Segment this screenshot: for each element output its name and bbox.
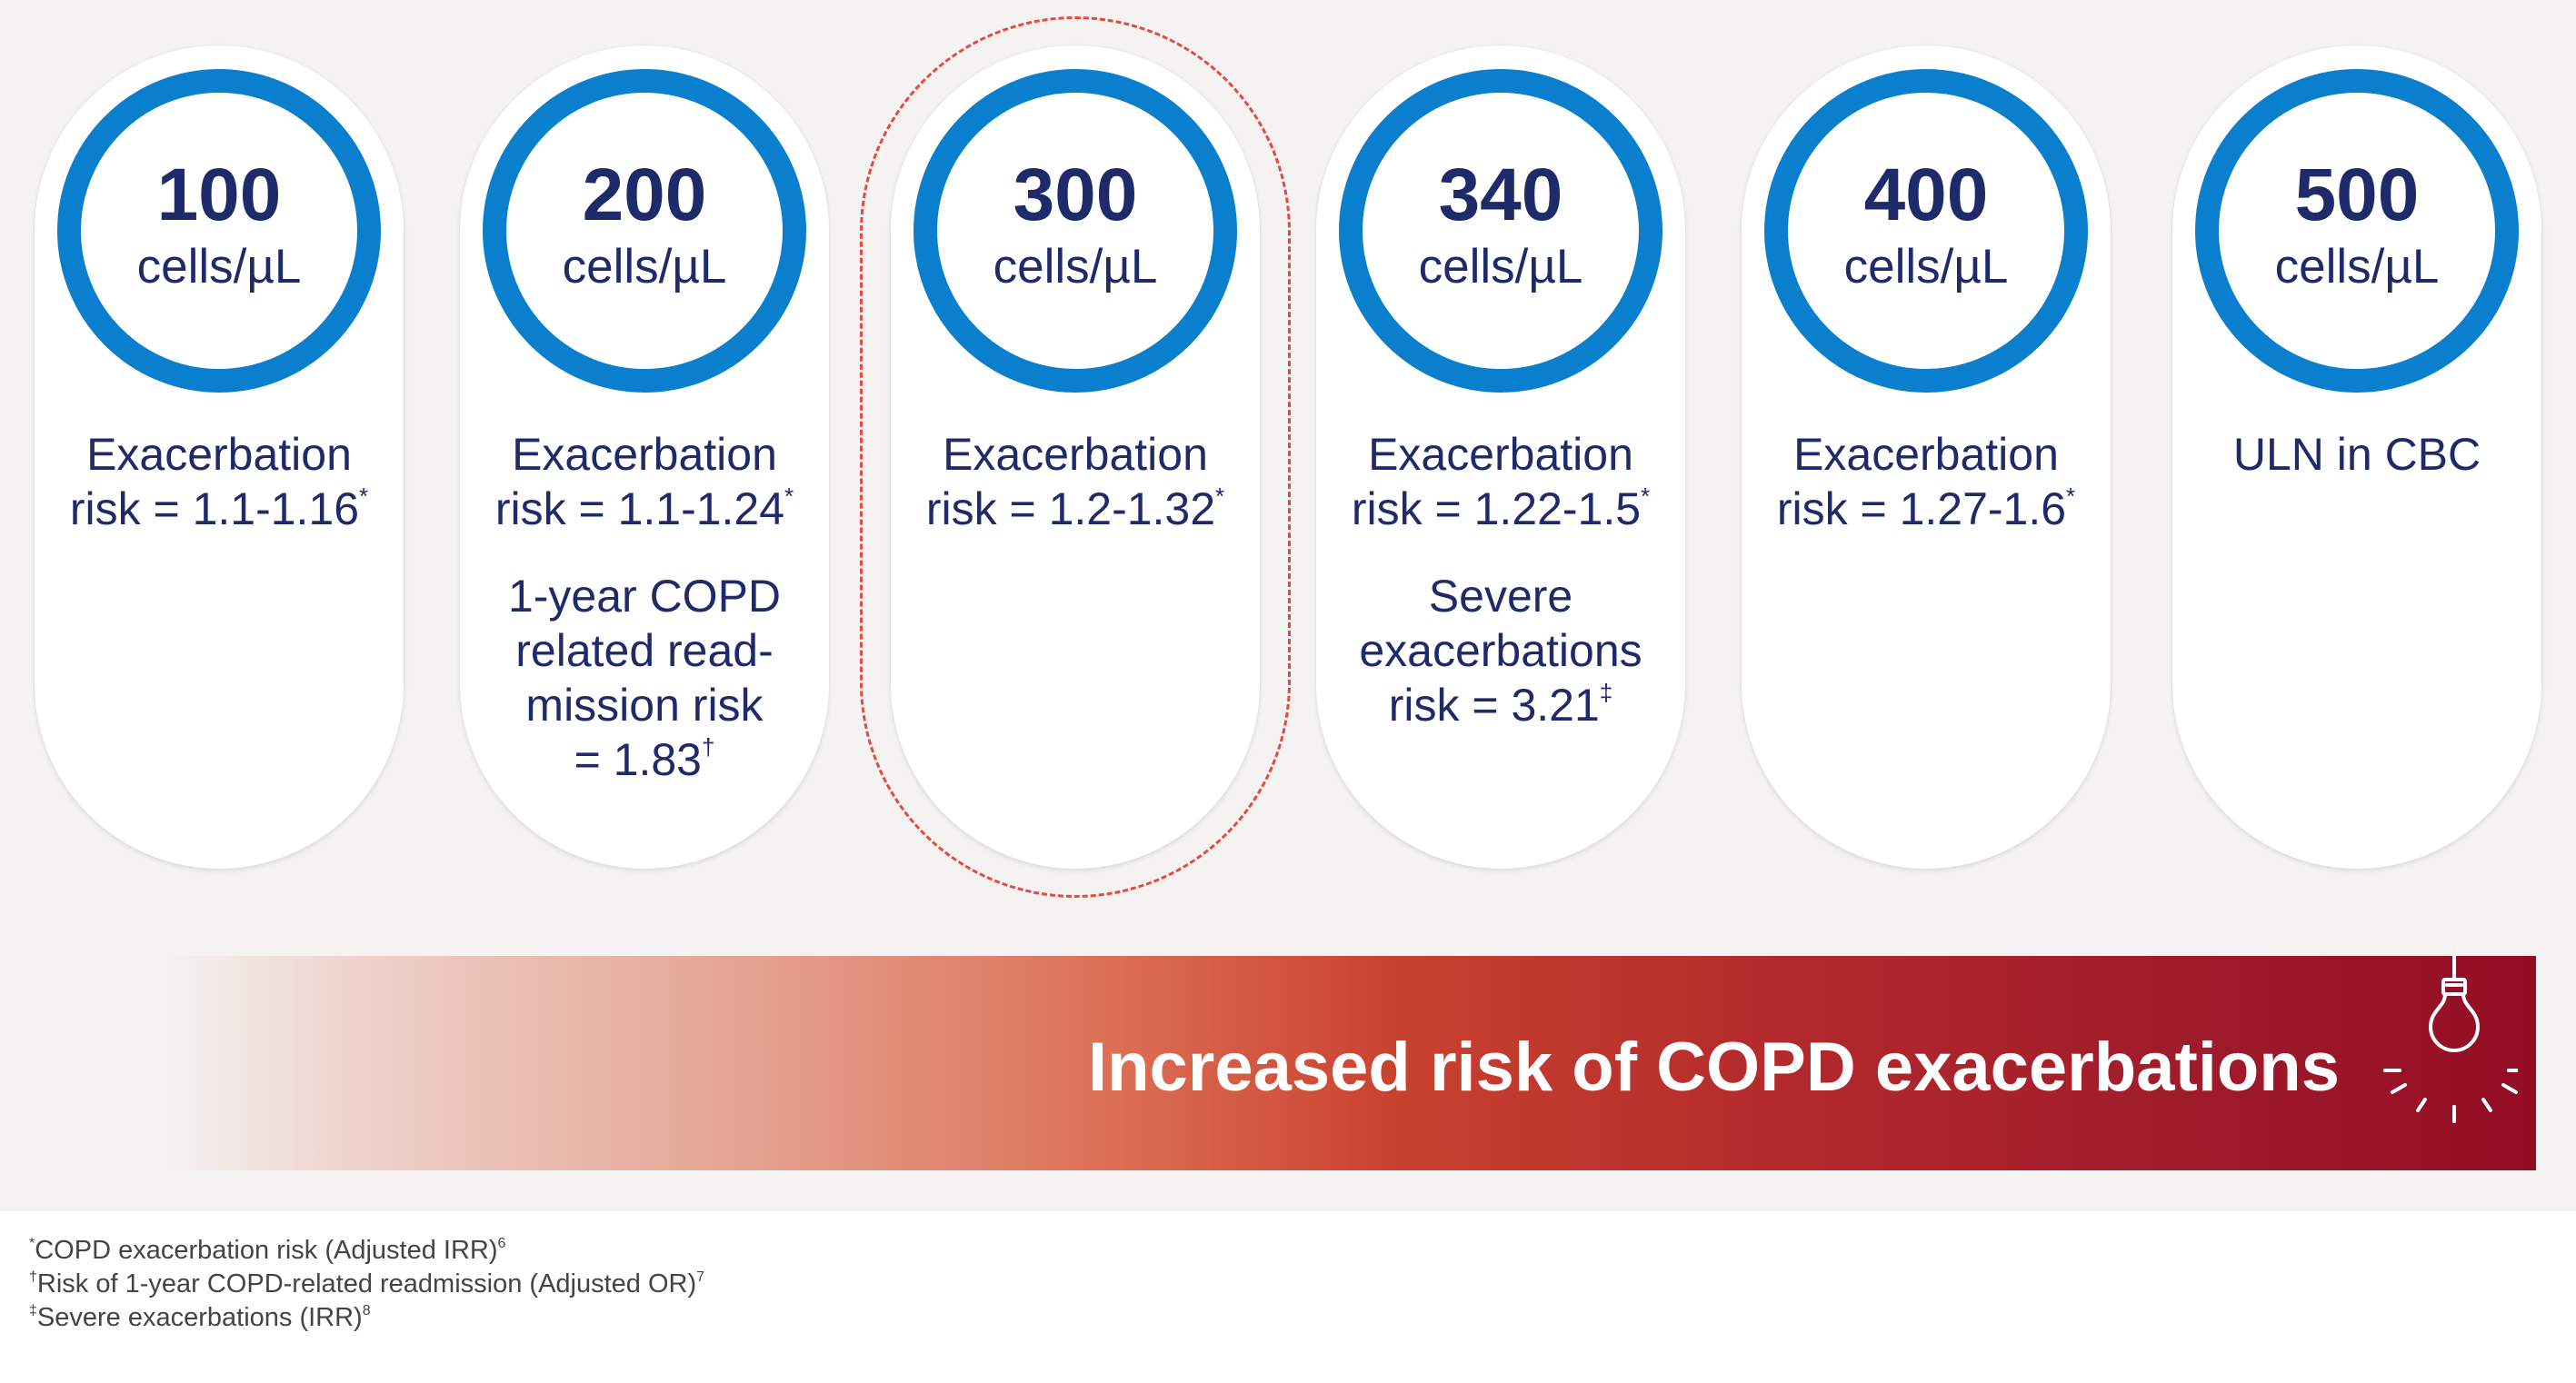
- readmission-statement: 1-year COPD related read- mission risk =…: [507, 571, 782, 785]
- card-description: Exacerbation risk = 1.1-1.24* 1-year COP…: [467, 427, 822, 820]
- ring-unit: cells/µL: [1418, 240, 1583, 294]
- highlight-dashed-outline: [860, 16, 1291, 898]
- risk-gradient-banner: Increased risk of COPD exacerbations: [164, 954, 2536, 1170]
- ring-value: 340: [1438, 154, 1563, 236]
- ring-unit: cells/µL: [1843, 240, 2009, 294]
- ring-value: 200: [582, 154, 707, 236]
- ring-value: 500: [2294, 154, 2420, 236]
- eosinophil-card-340: 340 cells/µL Exacerbation risk = 1.22-1.…: [1316, 45, 1685, 869]
- risk-statement: Exacerbation risk = 1.27-1.6*: [1776, 429, 2076, 534]
- value-ring: 400 cells/µL: [1764, 69, 2088, 393]
- value-ring: 100 cells/µL: [57, 69, 381, 393]
- card-description: Exacerbation risk = 1.1-1.16*: [42, 427, 396, 569]
- ring-unit: cells/µL: [993, 240, 1158, 294]
- value-ring: 200 cells/µL: [483, 69, 806, 393]
- risk-statement: Exacerbation risk = 1.2-1.32*: [925, 429, 1225, 534]
- ring-value: 400: [1863, 154, 1989, 236]
- value-ring: 300 cells/µL: [914, 69, 1237, 393]
- eosinophil-card-400: 400 cells/µL Exacerbation risk = 1.27-1.…: [1742, 45, 2111, 869]
- card-description: ULN in CBC: [2180, 427, 2534, 514]
- card-description: Exacerbation risk = 1.22-1.5* Severe exa…: [1323, 427, 1678, 765]
- footnote-item: ‡Severe exacerbations (IRR)8: [29, 1303, 371, 1332]
- uln-statement: ULN in CBC: [2232, 429, 2481, 480]
- footnotes: *COPD exacerbation risk (Adjusted IRR)6 …: [29, 1234, 704, 1335]
- ring-unit: cells/µL: [2274, 240, 2440, 294]
- ring-value: 300: [1013, 154, 1138, 236]
- risk-statement: Exacerbation risk = 1.1-1.24*: [494, 429, 794, 534]
- card-description: Exacerbation risk = 1.27-1.6*: [1749, 427, 2103, 569]
- eosinophil-card-200: 200 cells/µL Exacerbation risk = 1.1-1.2…: [460, 45, 829, 869]
- ring-unit: cells/µL: [136, 240, 302, 294]
- lightbulb-icon: [2381, 954, 2525, 1170]
- banner-title: Increased risk of COPD exacerbations: [1087, 1029, 2340, 1106]
- severe-statement: Severe exacerbations risk = 3.21‡: [1359, 571, 1642, 731]
- eosinophil-card-100: 100 cells/µL Exacerbation risk = 1.1-1.1…: [35, 45, 404, 869]
- ring-unit: cells/µL: [562, 240, 727, 294]
- footnote-item: †Risk of 1-year COPD-related readmission…: [29, 1269, 705, 1298]
- risk-statement: Exacerbation risk = 1.1-1.16*: [69, 429, 369, 534]
- value-ring: 500 cells/µL: [2195, 69, 2519, 393]
- card-description: Exacerbation risk = 1.2-1.32*: [898, 427, 1253, 569]
- value-ring: 340 cells/µL: [1339, 69, 1662, 393]
- risk-statement: Exacerbation risk = 1.22-1.5*: [1351, 429, 1651, 534]
- footnote-item: *COPD exacerbation risk (Adjusted IRR)6: [29, 1236, 506, 1265]
- eosinophil-card-300: 300 cells/µL Exacerbation risk = 1.2-1.3…: [891, 45, 1260, 869]
- eosinophil-card-500: 500 cells/µL ULN in CBC: [2172, 45, 2541, 869]
- ring-value: 100: [156, 154, 282, 236]
